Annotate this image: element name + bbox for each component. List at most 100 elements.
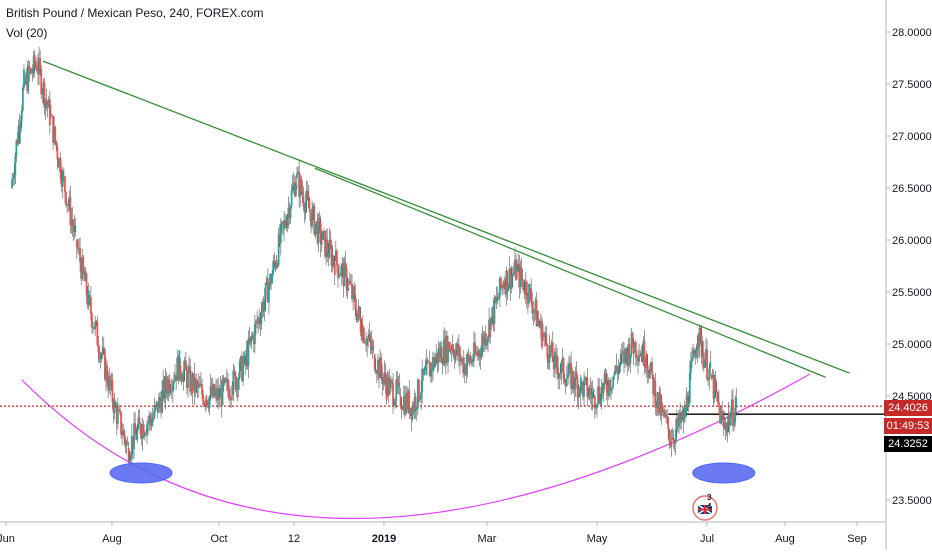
candle-body (34, 66, 37, 68)
candle-body (585, 377, 588, 379)
candle-body (558, 374, 561, 379)
candle-body (243, 352, 246, 365)
candle-body (124, 438, 127, 447)
candle-body (230, 397, 233, 401)
candle-body (311, 208, 313, 227)
candle-body (700, 335, 703, 358)
candle-body (575, 371, 578, 379)
trendline[interactable] (314, 167, 826, 378)
candle-body (509, 268, 512, 289)
candle-body (27, 65, 30, 92)
candle-body (351, 284, 353, 299)
trendline[interactable] (42, 60, 850, 374)
candle-body (446, 335, 448, 362)
candle-body (111, 379, 114, 403)
candle-body (348, 281, 351, 284)
candle-body (698, 327, 701, 348)
candle-body (347, 281, 350, 283)
candle-body (660, 405, 663, 416)
x-tick-label: Mar (478, 533, 497, 545)
candle-body (452, 348, 455, 356)
candle-body (414, 397, 417, 410)
candle-body (728, 413, 731, 426)
candle-body (16, 140, 19, 144)
candle-body (412, 406, 415, 412)
highlight-ellipse[interactable] (109, 462, 173, 484)
last-price-tag: 24.4026 (884, 400, 932, 416)
candle-body (31, 72, 34, 74)
candle-body (397, 382, 400, 388)
candle-body (683, 408, 686, 422)
candle-body (646, 365, 649, 374)
candle-body (252, 335, 255, 345)
candle-body (64, 176, 66, 193)
candle-body (528, 283, 530, 304)
candle-body (11, 179, 13, 188)
candle-body (186, 370, 188, 388)
candle-body (332, 255, 335, 264)
candle-body (682, 410, 685, 422)
candle-body (541, 320, 543, 348)
candle-body (382, 378, 385, 385)
candle-body (277, 233, 280, 266)
candle-body (551, 342, 554, 362)
candle-body (406, 393, 408, 410)
candle-body (152, 416, 155, 419)
candle-body (92, 326, 94, 328)
candle-body (254, 324, 256, 345)
candle-body (23, 69, 25, 88)
candle-body (291, 186, 294, 191)
candle-body (725, 428, 728, 433)
candle-body (178, 350, 181, 381)
candle-body (427, 361, 430, 363)
candle-body (244, 361, 247, 365)
candle-body (304, 201, 307, 213)
curved-support-line[interactable] (21, 373, 811, 520)
candle-body (590, 393, 593, 399)
candle-body (145, 434, 147, 435)
candle-body (127, 448, 130, 461)
candle-body (303, 206, 306, 213)
y-tick-label: 26.0000 (892, 235, 932, 247)
candle-body (183, 360, 186, 370)
candle-body (236, 379, 239, 390)
highlight-ellipse[interactable] (692, 462, 756, 484)
candle-body (510, 275, 513, 289)
uk-flag-icon[interactable]: 3 4 (692, 493, 718, 521)
candle-body (329, 239, 332, 247)
candle-body (508, 268, 511, 285)
candle-body (404, 396, 406, 415)
candle-body (619, 353, 622, 365)
candle-body (688, 372, 691, 403)
candle-body (66, 204, 69, 206)
candle-body (521, 278, 524, 281)
candle-body (38, 58, 40, 75)
candle-body (586, 377, 589, 398)
candle-body (631, 332, 634, 346)
candle-body (157, 397, 160, 413)
candle-body (343, 262, 346, 287)
candle-body (462, 357, 465, 374)
candle-body (105, 365, 107, 380)
candle-body (465, 365, 468, 375)
candle-body (115, 406, 118, 424)
candle-body (143, 434, 146, 437)
candle-body (232, 370, 235, 395)
candle-body (339, 275, 342, 277)
candle-body (383, 372, 386, 379)
candle-body (457, 346, 460, 357)
candle-body (101, 347, 104, 355)
candle-body (299, 178, 302, 197)
candle-body (643, 340, 646, 367)
candle-body (552, 361, 555, 369)
candle-body (36, 66, 38, 71)
candle-body (257, 317, 260, 324)
candle-body (214, 392, 216, 397)
candle-body (371, 345, 374, 351)
candle-body (209, 386, 212, 396)
candle-body (730, 399, 733, 415)
y-tick-label: 27.5000 (892, 79, 932, 91)
candle-body (481, 335, 484, 346)
